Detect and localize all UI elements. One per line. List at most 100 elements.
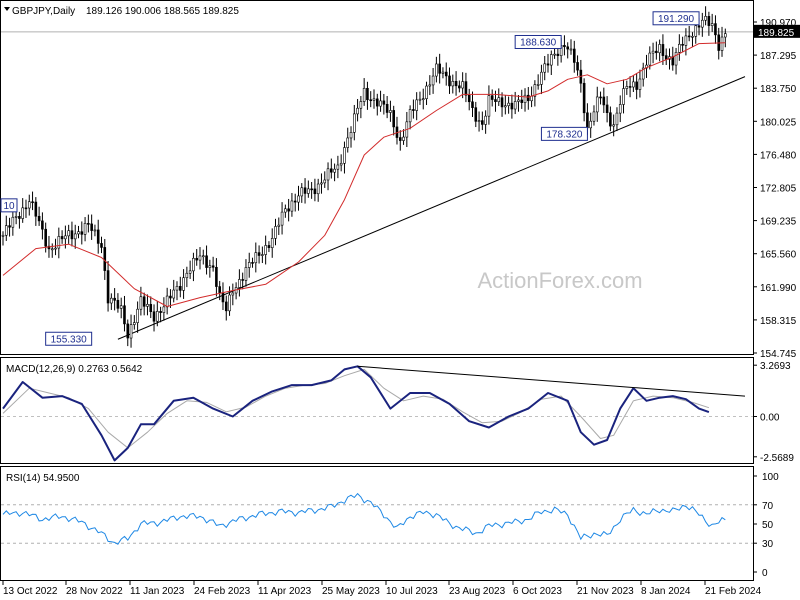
candle-body: [398, 137, 402, 141]
x-tick-label: 13 Oct 2022: [3, 586, 58, 597]
candle-body: [684, 35, 688, 46]
candle-body: [625, 86, 629, 89]
candle-body: [149, 304, 153, 313]
candle-body: [172, 289, 176, 299]
candle-body: [494, 99, 497, 102]
candle-body: [448, 75, 451, 87]
candle-body: [697, 25, 701, 28]
candle-body: [622, 88, 625, 105]
candle-body: [139, 296, 143, 310]
candle-body: [287, 208, 290, 212]
candle-body: [375, 98, 379, 107]
candle-body: [73, 233, 77, 240]
candle-body: [133, 322, 136, 325]
candle-body: [408, 109, 412, 123]
candle-body: [297, 195, 300, 203]
candle-body: [267, 245, 271, 248]
candle-body: [513, 101, 517, 110]
candle-body: [103, 247, 107, 271]
rsi-line: [2, 492, 726, 545]
candle-body: [1, 234, 5, 237]
candle-body: [90, 223, 93, 231]
candle-body: [510, 102, 514, 110]
price-tick-label: 176.480: [760, 150, 797, 161]
candle-body: [641, 67, 645, 80]
candle-body: [632, 81, 635, 88]
candle-body: [274, 226, 277, 239]
candle-body: [156, 311, 159, 322]
candle-body: [257, 252, 261, 256]
candle-body: [50, 248, 54, 251]
candle-body: [520, 99, 524, 103]
candle-body: [602, 96, 606, 106]
dropdown-arrow-icon[interactable]: [4, 7, 10, 11]
price-tick-label: 169.235: [760, 217, 797, 228]
candle-body: [556, 53, 560, 56]
x-tick-label: 21 Nov 2023: [577, 586, 634, 597]
candle-body: [303, 187, 307, 194]
candle-body: [254, 252, 258, 264]
candle-body: [244, 267, 248, 281]
candle-body: [280, 211, 284, 226]
candle-body: [182, 277, 185, 291]
candle-body: [251, 262, 254, 264]
candle-body: [231, 292, 235, 296]
x-tick-label: 25 May 2023: [322, 586, 380, 597]
x-tick-label: 8 Jan 2024: [641, 586, 691, 597]
candle-body: [313, 188, 317, 195]
candle-body: [612, 124, 615, 127]
price-tick-label: 190.970: [760, 18, 797, 29]
candle-body: [661, 44, 665, 56]
candle-body: [369, 99, 373, 102]
candle-body: [523, 94, 527, 103]
candle-body: [451, 81, 455, 87]
candle-body: [24, 207, 28, 210]
x-tick-label: 23 Aug 2023: [449, 586, 506, 597]
candle-body: [507, 102, 510, 106]
price-tick-label: 154.745: [760, 349, 797, 360]
x-tick-label: 6 Oct 2023: [513, 586, 562, 597]
candle-body: [83, 223, 87, 235]
candle-body: [402, 136, 405, 141]
candle-body: [372, 98, 376, 101]
candle-body: [8, 225, 11, 228]
candle-body: [487, 95, 491, 117]
candle-body: [93, 229, 97, 232]
price-label-box: [540, 126, 588, 141]
candle-body: [270, 238, 274, 248]
candle-body: [435, 63, 438, 77]
price-label-box: [652, 11, 700, 26]
candle-body: [284, 208, 287, 213]
candle-body: [589, 120, 592, 129]
price-label: 178.320: [546, 129, 583, 140]
candle-body: [638, 78, 642, 90]
candle-body: [41, 220, 44, 230]
candle-body: [343, 147, 346, 164]
price-label-box: [514, 34, 562, 49]
candle-body: [113, 297, 116, 301]
candle-body: [87, 223, 90, 225]
candle-body: [648, 52, 652, 66]
candle-body: [224, 301, 228, 312]
candle-body: [336, 164, 340, 170]
macd-tick-label: 3.2693: [760, 361, 791, 372]
candle-body: [549, 54, 553, 66]
candle-body: [211, 265, 215, 268]
candle-body: [441, 71, 445, 74]
candle-body: [353, 113, 356, 133]
candle-body: [438, 63, 441, 74]
candle-body: [540, 71, 543, 85]
candle-body: [185, 272, 189, 279]
rsi-tick-label: 50: [762, 520, 774, 531]
candle-body: [707, 16, 711, 26]
candle-body: [517, 99, 520, 102]
candle-body: [221, 292, 225, 303]
candle-body: [490, 95, 494, 100]
candle-body: [412, 109, 415, 111]
candle-body: [563, 45, 566, 48]
x-tick-label: 28 Nov 2022: [66, 586, 123, 597]
candle-body: [431, 75, 435, 86]
candle-body: [704, 16, 707, 21]
candle-body: [323, 179, 327, 184]
candle-body: [674, 52, 678, 66]
